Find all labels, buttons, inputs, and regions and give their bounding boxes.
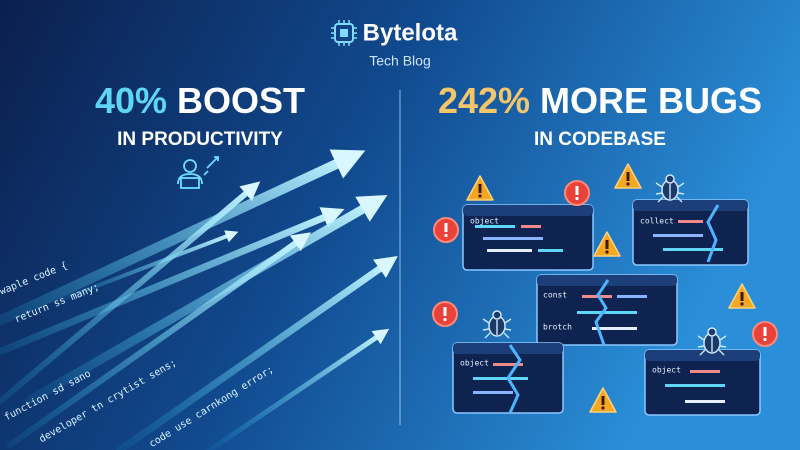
caption: IN PRODUCTIVITY [117, 129, 283, 150]
code-keyword: const [543, 291, 567, 300]
code-window [644, 349, 761, 416]
developer-icon [177, 156, 219, 189]
logo-icon [331, 20, 357, 46]
code-window [632, 199, 749, 266]
crack [706, 204, 720, 263]
crack [594, 279, 610, 346]
highlight: 40% [95, 80, 167, 121]
left-headline: 40% BOOST [95, 80, 305, 121]
crack [506, 344, 522, 414]
logo-text: Bytelota [363, 19, 458, 46]
code-window [536, 274, 678, 346]
caption: IN CODEBASE [534, 129, 666, 150]
right-headline: 242% MORE BUGS [438, 80, 762, 121]
highlight: 242% [438, 80, 530, 121]
code-window [462, 204, 594, 271]
code-keyword: object [460, 359, 489, 368]
code-windows [452, 199, 761, 416]
code-keyword: object [470, 217, 499, 226]
headline: MORE BUGS [540, 80, 762, 121]
headline: BOOST [177, 80, 305, 121]
growth-arrows [0, 149, 398, 450]
subtitle: Tech Blog [369, 53, 430, 69]
code-keyword: object [652, 366, 681, 375]
code-keyword: brotch [543, 323, 572, 332]
code-keyword: collect [640, 217, 674, 226]
